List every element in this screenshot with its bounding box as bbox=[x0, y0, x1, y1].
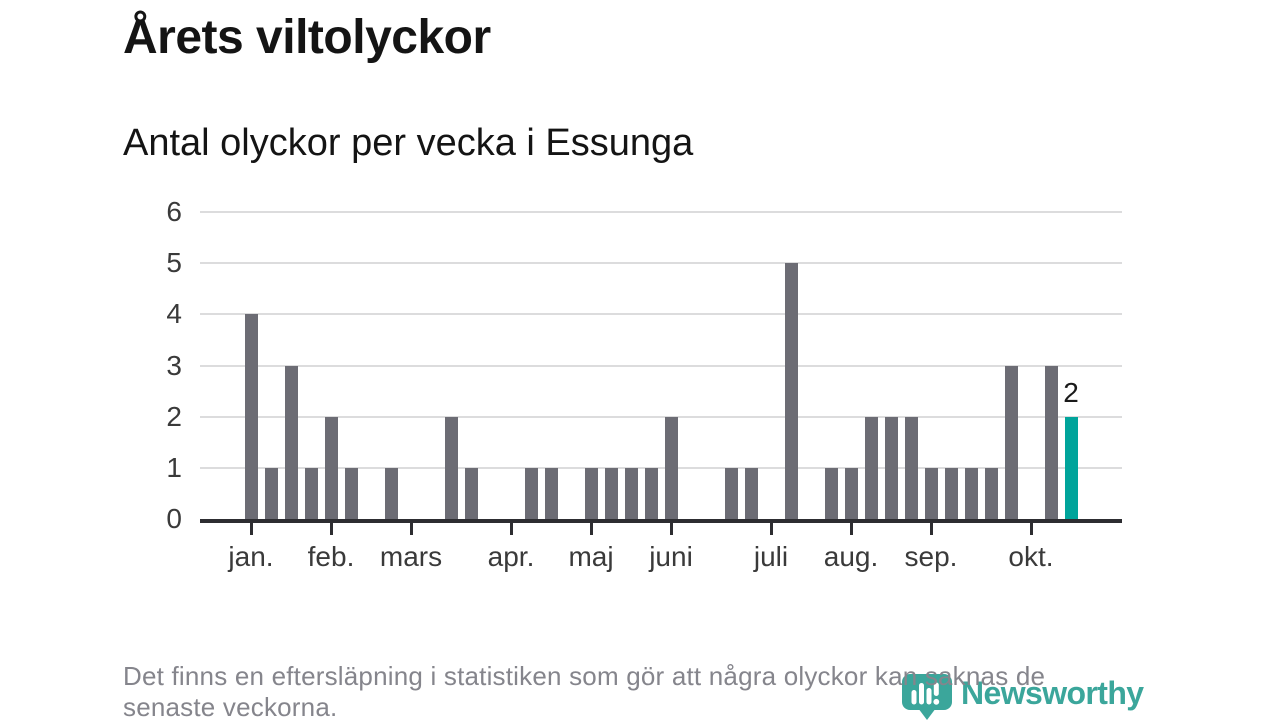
gridline-y4 bbox=[200, 313, 1122, 316]
bar-week-37 bbox=[964, 468, 978, 519]
y-axis-label-3: 3 bbox=[166, 349, 182, 381]
bar-week-30 bbox=[824, 468, 838, 519]
bar-week-11 bbox=[444, 417, 458, 519]
gridline-y2 bbox=[200, 415, 1122, 418]
bar-week-20 bbox=[624, 468, 638, 519]
bar-week-25 bbox=[724, 468, 738, 519]
newsworthy-logo: Newsworthy bbox=[902, 674, 1144, 720]
bar-week-31 bbox=[844, 468, 858, 519]
y-axis-label-6: 6 bbox=[166, 196, 182, 227]
bar-week-5 bbox=[324, 417, 338, 519]
x-tick-juli bbox=[769, 523, 773, 535]
x-tick-aug bbox=[849, 523, 853, 535]
bar-week-4 bbox=[304, 468, 318, 519]
y-axis-label-5: 5 bbox=[166, 247, 182, 279]
x-axis-line bbox=[200, 519, 1122, 523]
bar-week-3 bbox=[284, 366, 298, 519]
x-tick-maj bbox=[589, 523, 593, 535]
x-tick-apr bbox=[509, 523, 513, 535]
chart-subtitle: Antal olyckor per vecka i Essunga bbox=[123, 122, 694, 164]
gridline-y6 bbox=[200, 211, 1122, 213]
x-axis-label-juni: juni bbox=[649, 541, 693, 572]
bar-week-32 bbox=[864, 417, 878, 519]
bar-week-35 bbox=[924, 468, 938, 519]
x-tick-jan bbox=[249, 523, 253, 535]
bar-week-28 bbox=[784, 263, 798, 519]
x-tick-sep bbox=[929, 523, 933, 535]
bar-week-15 bbox=[524, 468, 538, 519]
x-axis-label-feb: feb. bbox=[307, 541, 355, 572]
bar-week-22 bbox=[664, 417, 678, 519]
footnote-line1: Det finns en eftersläpning i statistiken… bbox=[123, 661, 1046, 691]
x-axis-label-jan: jan. bbox=[228, 541, 274, 572]
x-axis-label-mars: mars bbox=[379, 541, 443, 572]
newsworthy-logo-text: Newsworthy bbox=[961, 675, 1144, 711]
y-axis-label-0: 0 bbox=[166, 503, 182, 534]
bar-week-42-current bbox=[1064, 417, 1078, 519]
gridline-y5 bbox=[200, 262, 1122, 265]
x-tick-okt bbox=[1029, 523, 1033, 535]
bar-week-8 bbox=[384, 468, 398, 519]
newsworthy-chart-bubble-icon bbox=[902, 674, 952, 720]
bar-week-41 bbox=[1044, 366, 1058, 519]
last-bar-value-label: 2 bbox=[1063, 377, 1079, 408]
x-axis-label-juli: juli bbox=[753, 541, 789, 572]
bar-week-21 bbox=[644, 468, 658, 519]
x-axis-label-aug: aug. bbox=[823, 541, 879, 572]
x-axis-label-maj: maj bbox=[568, 541, 614, 572]
footnote-line2: senaste veckorna. bbox=[123, 692, 338, 720]
y-axis-label-1: 1 bbox=[166, 451, 182, 483]
footnote: Det finns en eftersläpning i statistiken… bbox=[123, 661, 1045, 720]
x-tick-mars bbox=[409, 523, 413, 535]
gridline-y3 bbox=[200, 364, 1122, 367]
bar-week-12 bbox=[464, 468, 478, 519]
y-axis-label-2: 2 bbox=[166, 400, 182, 432]
x-tick-feb bbox=[329, 523, 333, 535]
x-tick-juni bbox=[669, 523, 673, 535]
bar-week-6 bbox=[344, 468, 358, 519]
bar-week-26 bbox=[744, 468, 758, 519]
y-axis-label-4: 4 bbox=[166, 298, 182, 330]
gridline-y1 bbox=[200, 466, 1122, 469]
bar-week-39 bbox=[1004, 366, 1018, 519]
bar-week-19 bbox=[604, 468, 618, 519]
bar-week-36 bbox=[944, 468, 958, 519]
bar-week-1 bbox=[244, 314, 258, 519]
x-axis-label-okt: okt. bbox=[1008, 541, 1054, 572]
bar-week-2 bbox=[264, 468, 278, 519]
x-axis-label-sep: sep. bbox=[904, 541, 958, 572]
bar-week-16 bbox=[544, 468, 558, 519]
bar-week-38 bbox=[984, 468, 998, 519]
bar-week-34 bbox=[904, 417, 918, 519]
bar-week-18 bbox=[584, 468, 598, 519]
chart-title: Årets viltolyckor bbox=[123, 11, 491, 64]
bar-week-33 bbox=[884, 417, 898, 519]
x-axis-label-apr: apr. bbox=[487, 541, 535, 572]
